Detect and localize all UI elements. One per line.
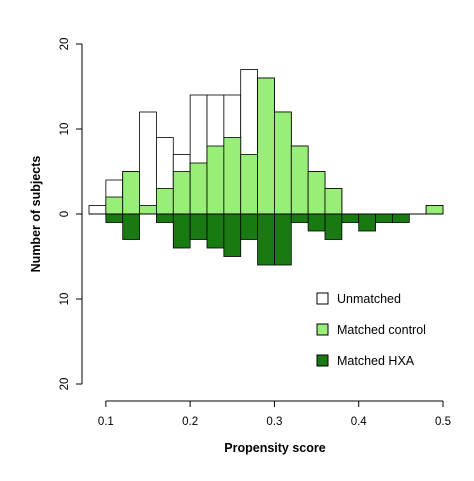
bar-matched-control-10 (257, 77, 275, 215)
bar-matched-hxa-7 (206, 213, 225, 249)
legend-swatch-matched-control (316, 323, 329, 336)
bar-matched-control-13 (307, 171, 326, 215)
bar-matched-control-6 (189, 162, 208, 215)
bar-matched-hxa-12 (290, 213, 309, 223)
bar-matched-hxa-14 (324, 213, 343, 240)
bar-matched-hxa-17 (375, 213, 393, 223)
bar-matched-hxa-4 (156, 213, 174, 223)
legend-swatch-unmatched (316, 292, 329, 305)
bar-matched-control-4 (156, 188, 174, 215)
bar-matched-hxa-2 (122, 213, 140, 240)
bar-matched-control-8 (223, 137, 242, 215)
y-axis-title: Number of subjects (29, 156, 43, 273)
y-tick-label: 10 (59, 293, 71, 306)
bar-matched-hxa-16 (358, 213, 376, 232)
bar-matched-control-11 (274, 111, 292, 215)
y-tick-label: 20 (59, 378, 71, 391)
x-tick-label: 0.5 (435, 416, 451, 428)
bar-matched-hxa-15 (341, 213, 360, 223)
bar-unmatched-3 (139, 111, 157, 215)
x-tick-label: 0.2 (182, 416, 198, 428)
x-tick-label: 0.4 (351, 416, 368, 428)
bar-matched-control-12 (290, 145, 309, 215)
bar-matched-control-5 (172, 171, 191, 215)
legend-label-matched-hxa: Matched HXA (337, 354, 415, 368)
bar-matched-hxa-1 (105, 213, 124, 223)
legend: Unmatched Matched control Matched HXA (316, 292, 426, 368)
bar-matched-control-14 (324, 188, 343, 215)
bar-matched-hxa-5 (172, 213, 191, 249)
bar-matched-control-20 (425, 205, 444, 215)
bar-matched-control-2 (122, 171, 140, 215)
y-tick-label: 0 (59, 211, 71, 217)
legend-label-matched-control: Matched control (337, 323, 426, 337)
x-axis-title: Propensity score (224, 441, 325, 455)
x-axis: 0.1 0.2 0.3 0.4 0.5 (98, 400, 451, 428)
bar-unmatched-0 (88, 205, 107, 215)
x-tick-label: 0.3 (266, 416, 282, 428)
bar-matched-control-1 (105, 196, 124, 215)
bar-matched-hxa-13 (307, 213, 326, 232)
legend-label-unmatched: Unmatched (337, 292, 401, 306)
bar-matched-hxa-6 (189, 213, 208, 240)
bar-matched-hxa-18 (392, 213, 410, 223)
y-tick-label: 20 (59, 38, 71, 51)
legend-swatch-matched-hxa (316, 354, 329, 367)
bar-matched-hxa-11 (274, 213, 292, 266)
bar-matched-control-7 (206, 145, 225, 215)
bars-group (88, 69, 444, 266)
bar-matched-hxa-10 (257, 213, 275, 266)
bar-matched-hxa-8 (223, 213, 242, 257)
bar-matched-control-3 (139, 205, 157, 215)
bar-matched-control-9 (240, 154, 258, 215)
y-tick-label: 10 (59, 123, 71, 136)
x-tick-label: 0.1 (98, 416, 114, 428)
bar-matched-hxa-9 (240, 213, 258, 240)
y-axis: 20 10 0 10 20 (59, 38, 83, 391)
